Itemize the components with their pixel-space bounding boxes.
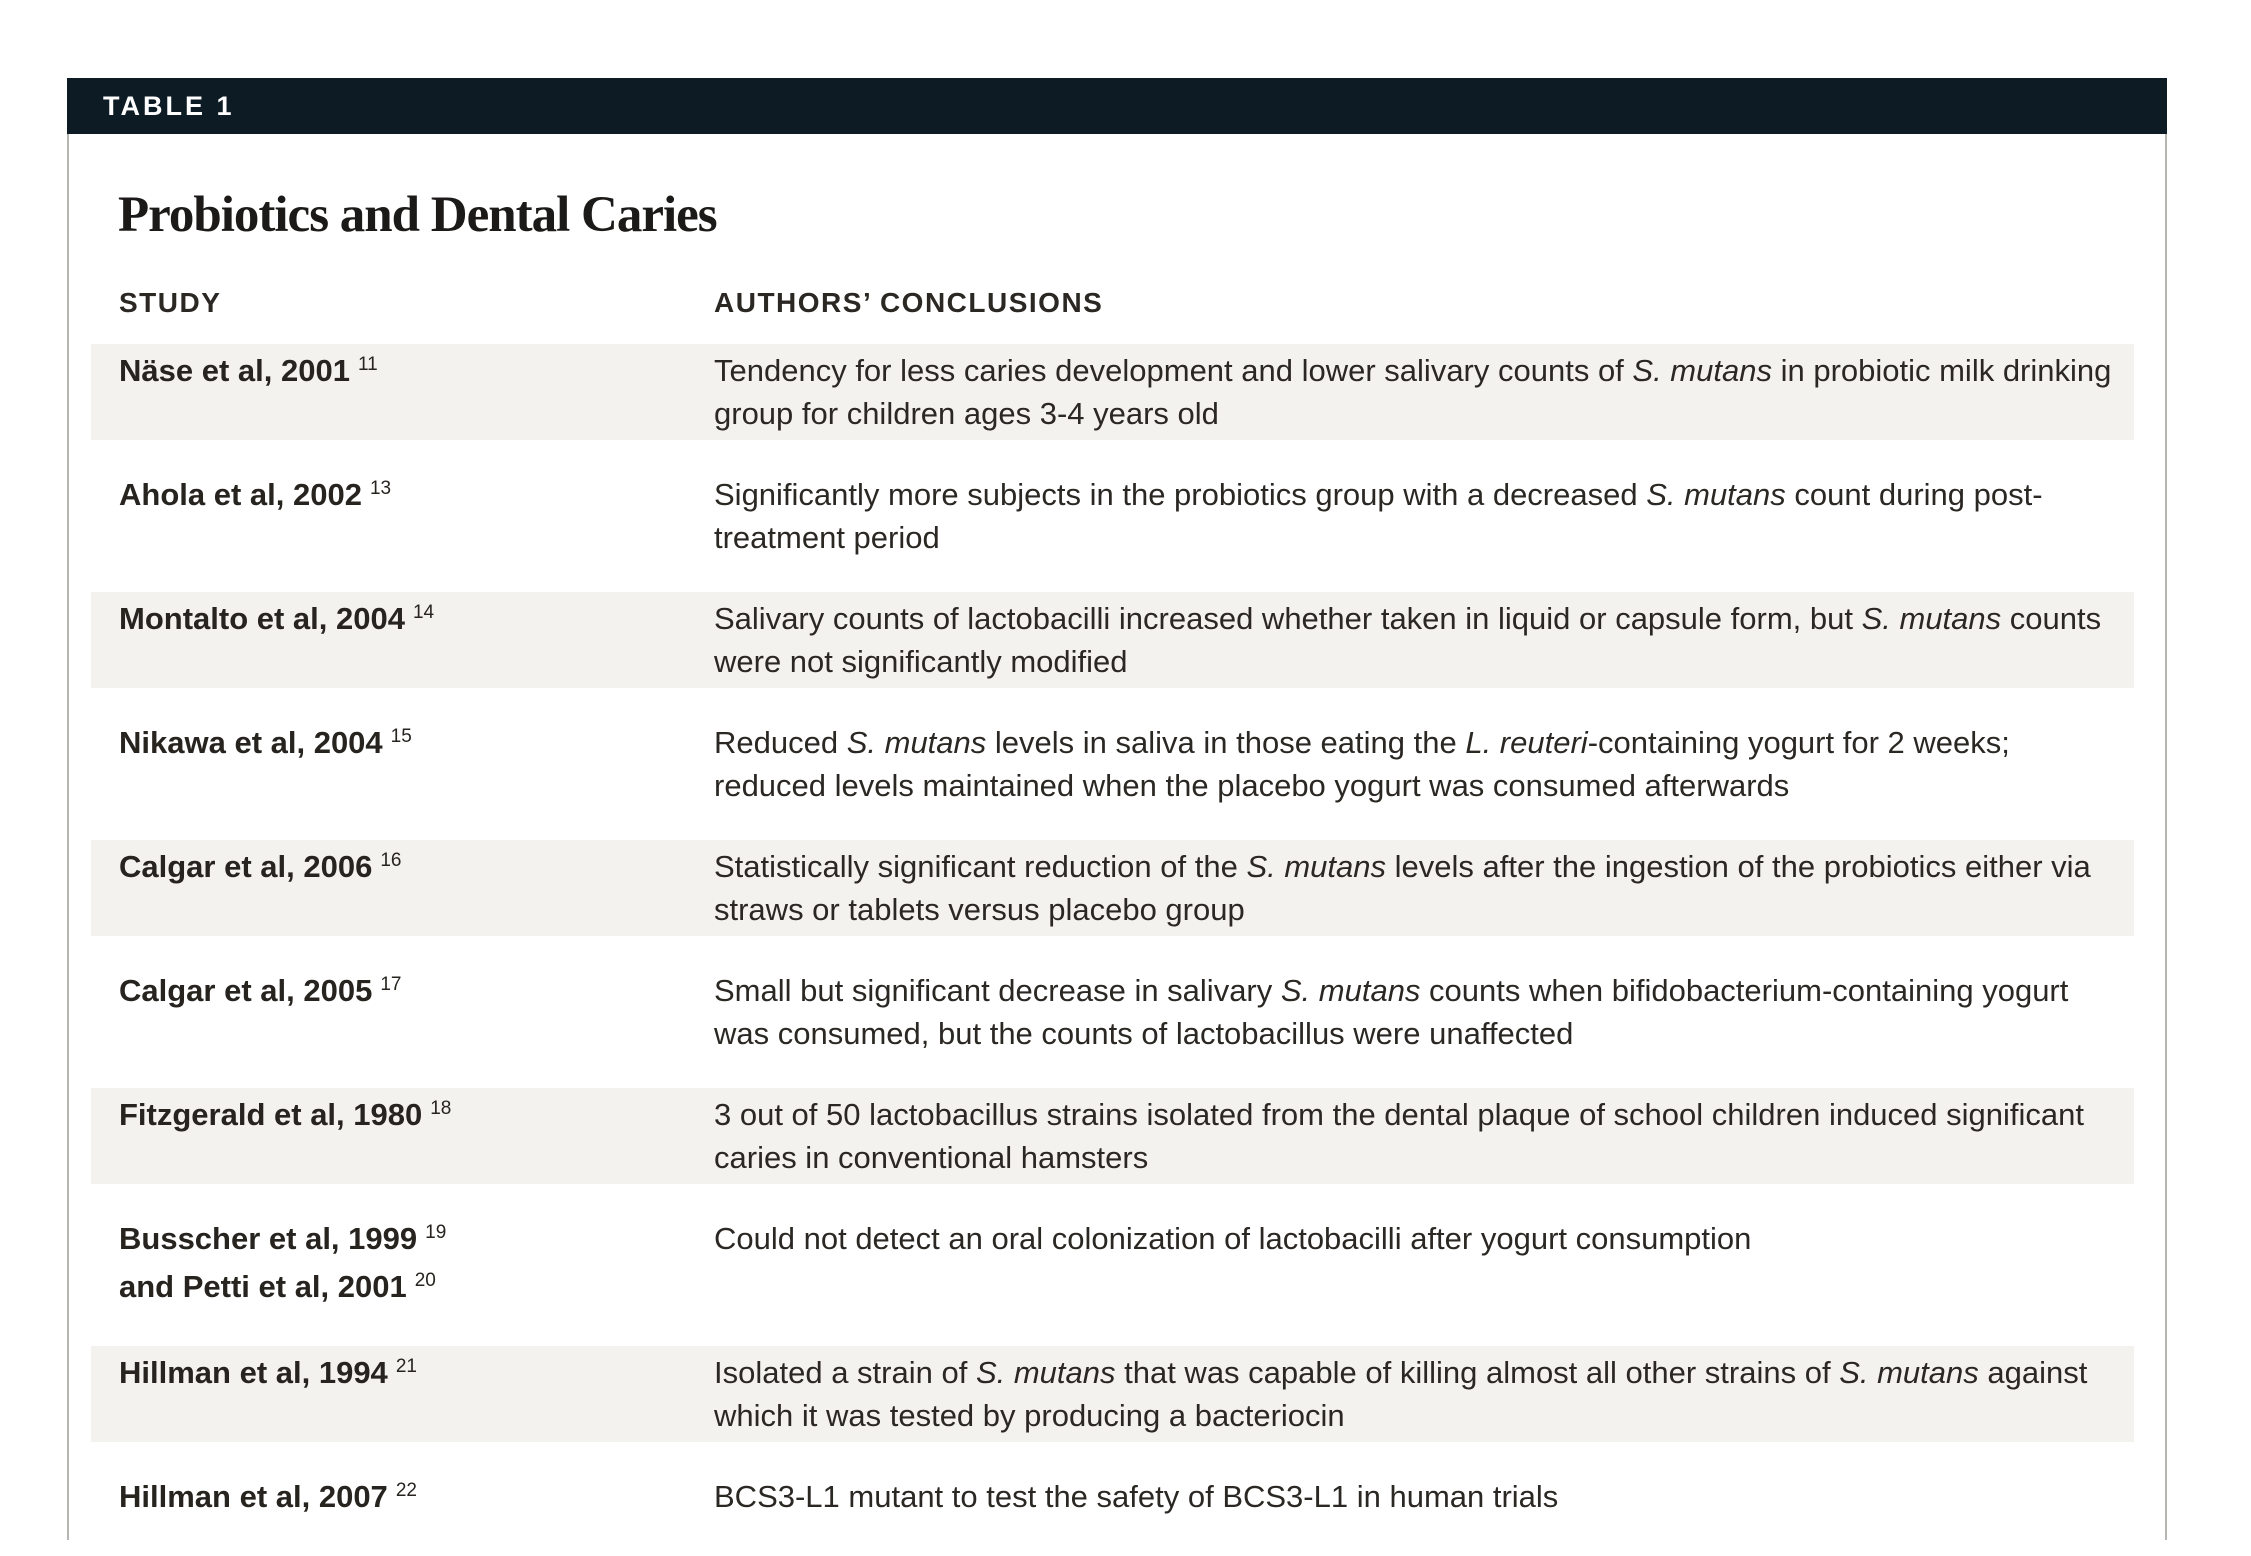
conclusion-text-segment: Salivary counts of lactobacilli increase… [714, 600, 1862, 636]
conclusion-text-segment: Statistically significant reduction of t… [714, 848, 1247, 884]
conclusion-text-segment: Significantly more subjects in the probi… [714, 476, 1647, 512]
study-cell: Fitzgerald et al, 1980 18 [119, 1093, 714, 1179]
study-cell: Calgar et al, 2005 17 [119, 969, 714, 1055]
reference-superscript: 13 [369, 477, 392, 499]
reference-superscript: 19 [425, 1221, 447, 1243]
study-name: Fitzgerald et al, 1980 18 [119, 1096, 452, 1132]
study-name: and Petti et al, 2001 20 [119, 1268, 436, 1304]
study-cell: Hillman et al, 2007 22 [119, 1475, 714, 1523]
table-rows: Näse et al, 2001 11 Tendency for less car… [91, 343, 2134, 1540]
conclusion-cell: Isolated a strain of S. mutans that was … [714, 1351, 2134, 1437]
conclusion-text-segment: S. mutans [1632, 352, 1772, 388]
conclusion-cell: Tendency for less caries development and… [714, 349, 2134, 435]
study-name: Montalto et al, 2004 14 [119, 600, 435, 636]
conclusion-cell: Salivary counts of lactobacilli increase… [714, 597, 2134, 683]
conclusion-text-segment: S. mutans [846, 724, 987, 760]
conclusion-text-segment: S. mutans [1861, 600, 2002, 636]
study-name: Calgar et al, 2006 16 [119, 848, 402, 884]
column-header-study: STUDY [119, 286, 222, 318]
conclusion-text-segment: against which it was tested by producing… [714, 1354, 2088, 1433]
conclusion-text-segment: L. reuteri [1465, 724, 1588, 760]
study-name: Hillman et al, 1994 21 [119, 1354, 417, 1390]
conclusion-text-segment: S. mutans [1280, 972, 1421, 1008]
conclusion-cell: Could not detect an oral colonization of… [714, 1217, 2134, 1313]
table-card: TABLE 1 Probiotics and Dental Caries STU… [67, 78, 2167, 1540]
table-row: Fitzgerald et al, 1980 18 3 out of 50 lac… [91, 1087, 2134, 1184]
study-cell: Calgar et al, 2006 16 [119, 845, 714, 931]
reference-superscript: 11 [357, 353, 378, 375]
table-number-label: TABLE 1 [103, 90, 235, 121]
conclusion-text-segment: Could not detect an oral colonization of… [714, 1220, 1752, 1256]
study-cell: Nikawa et al, 2004 15 [119, 721, 714, 807]
study-name: Busscher et al, 1999 19 [119, 1220, 447, 1256]
table-row: Montalto et al, 2004 14 Salivary counts o… [91, 591, 2134, 688]
column-headers: STUDY AUTHORS’ CONCLUSIONS [91, 287, 2134, 319]
reference-superscript: 14 [412, 601, 435, 623]
conclusion-text-segment: Isolated a strain of [714, 1354, 976, 1390]
conclusion-cell: Small but significant decrease in saliva… [714, 969, 2134, 1055]
study-cell: Busscher et al, 1999 19 and Petti et al, 2… [119, 1217, 714, 1313]
conclusion-text-segment: levels in saliva in those eating the [986, 724, 1466, 760]
table-row: Näse et al, 2001 11 Tendency for less car… [91, 343, 2134, 440]
table-row: Ahola et al, 2002 13 Significantly more s… [91, 440, 2134, 592]
conclusion-text-segment: counts when bifidobacterium-containing y… [714, 972, 2069, 1051]
study-cell: Näse et al, 2001 11 [119, 349, 714, 435]
conclusion-text-segment: S. mutans [1646, 476, 1786, 512]
table-row: Hillman et al, 1994 21 Isolated a strain … [91, 1345, 2134, 1442]
table-row: Nikawa et al, 2004 15 Reduced S. mutans l… [91, 688, 2134, 840]
study-name: Calgar et al, 2005 17 [119, 972, 402, 1008]
conclusion-text-segment: -containing yogurt for 2 weeks; reduced … [714, 724, 2010, 803]
study-cell: Montalto et al, 2004 14 [119, 597, 714, 683]
conclusion-text-segment: Tendency for less caries development and… [714, 352, 1633, 388]
conclusion-text-segment: that was capable of killing almost all o… [1115, 1354, 1840, 1390]
conclusion-text-segment: S. mutans [1839, 1354, 1979, 1390]
conclusion-text-segment: S. mutans [1246, 848, 1386, 884]
reference-superscript: 20 [414, 1269, 436, 1291]
study-cell: Hillman et al, 1994 21 [119, 1351, 714, 1437]
study-name: Nikawa et al, 2004 15 [119, 724, 412, 760]
table-row: Hillman et al, 2007 22 BCS3-L1 mutant to … [91, 1442, 2134, 1540]
conclusion-cell: 3 out of 50 lactobacillus strains isolat… [714, 1093, 2134, 1179]
study-name: Hillman et al, 2007 22 [119, 1478, 417, 1514]
conclusion-text-segment: Small but significant decrease in saliva… [714, 972, 1281, 1008]
table-row: Busscher et al, 1999 19 and Petti et al, 2… [91, 1184, 2134, 1346]
conclusion-text-segment: Reduced [714, 724, 847, 760]
conclusion-text-segment: S. mutans [975, 1354, 1116, 1390]
conclusion-text-segment: BCS3-L1 mutant to test the safety of BCS… [714, 1478, 1559, 1514]
reference-superscript: 15 [390, 725, 412, 747]
study-name: Näse et al, 2001 11 [119, 352, 378, 388]
study-cell: Ahola et al, 2002 13 [119, 473, 714, 559]
study-name: Ahola et al, 2002 13 [119, 476, 392, 512]
conclusion-cell: Significantly more subjects in the probi… [714, 473, 2134, 559]
conclusion-text-segment: count during post-treatment period [714, 476, 2043, 555]
reference-superscript: 18 [430, 1097, 452, 1119]
conclusion-cell: Statistically significant reduction of t… [714, 845, 2134, 931]
table-header-bar: TABLE 1 [67, 78, 2167, 134]
reference-superscript: 17 [380, 973, 402, 995]
conclusion-text-segment: counts were not significantly modified [714, 600, 2102, 679]
conclusion-text-segment: 3 out of 50 lactobacillus strains isolat… [714, 1096, 2084, 1175]
conclusion-cell: BCS3-L1 mutant to test the safety of BCS… [714, 1475, 2134, 1523]
table-row: Calgar et al, 2006 16 Statistically signi… [91, 839, 2134, 936]
reference-superscript: 21 [395, 1355, 417, 1377]
conclusion-text-segment: in probiotic milk drinking group for chi… [714, 352, 2112, 431]
conclusion-cell: Reduced S. mutans levels in saliva in th… [714, 721, 2134, 807]
reference-superscript: 16 [380, 849, 402, 871]
conclusion-text-segment: levels after the ingestion of the probio… [714, 848, 2091, 927]
table-title: Probiotics and Dental Caries [118, 187, 718, 243]
table-body: Probiotics and Dental Caries STUDY AUTHO… [67, 134, 2167, 1540]
table-row: Calgar et al, 2005 17 Small but significa… [91, 936, 2134, 1088]
reference-superscript: 22 [395, 1479, 417, 1501]
column-header-conclusions: AUTHORS’ CONCLUSIONS [714, 286, 1104, 318]
